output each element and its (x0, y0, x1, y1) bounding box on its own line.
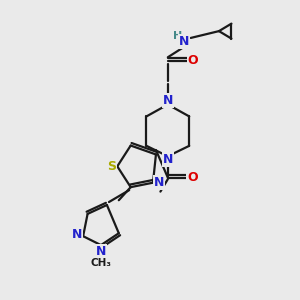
Text: N: N (71, 228, 82, 241)
Text: N: N (163, 153, 173, 166)
Text: N: N (179, 35, 189, 48)
Text: O: O (188, 54, 198, 67)
Text: S: S (107, 160, 116, 173)
Text: CH₃: CH₃ (91, 258, 112, 268)
Text: N: N (163, 94, 173, 107)
Text: N: N (154, 176, 164, 189)
Text: N: N (96, 244, 106, 258)
Text: H: H (173, 32, 182, 41)
Text: O: O (187, 171, 197, 184)
